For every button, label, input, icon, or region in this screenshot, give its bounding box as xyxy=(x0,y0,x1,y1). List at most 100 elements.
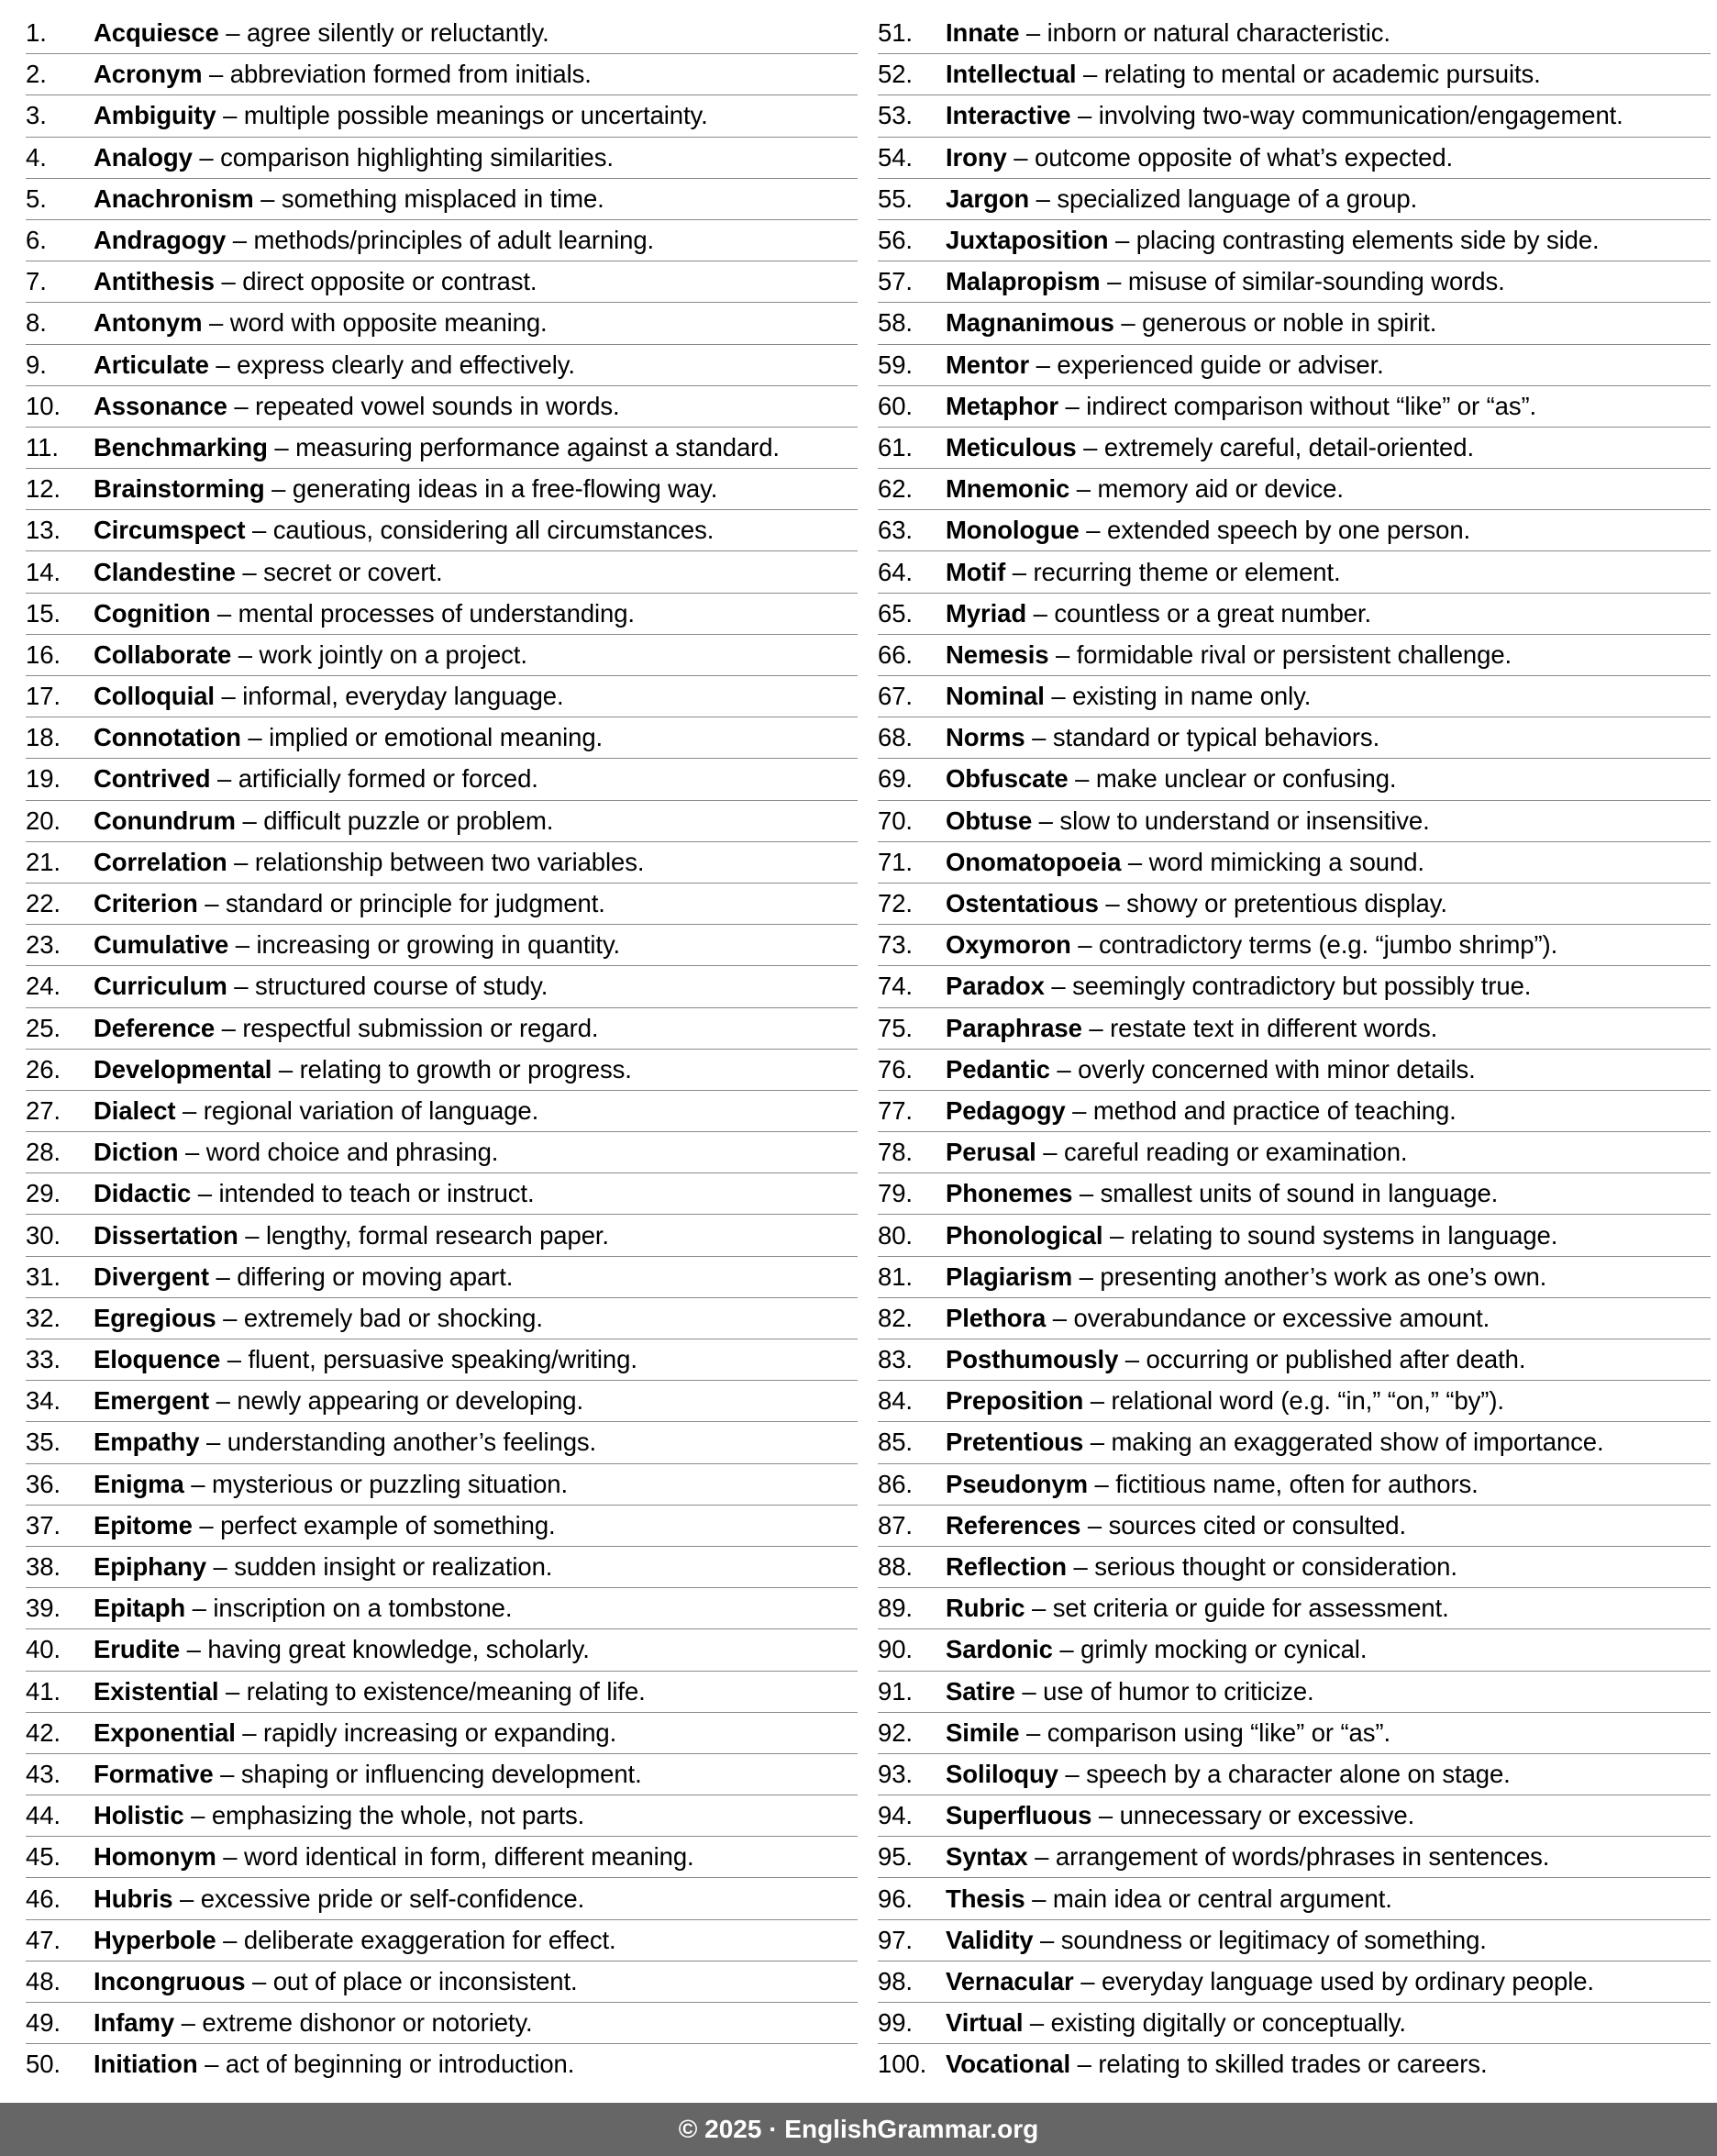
list-item: 3. Ambiguity – multiple possible meanings… xyxy=(26,95,858,138)
list-item: 64. Motif – recurring theme or element. xyxy=(878,551,1711,594)
item-separator: – xyxy=(235,557,264,586)
list-item: 18. Connotation – implied or emotional me… xyxy=(26,717,858,760)
item-separator: – xyxy=(238,1220,267,1250)
item-number: 67. xyxy=(878,682,913,711)
list-item: 46. Hubris – excessive pride or self-conf… xyxy=(26,1878,858,1920)
item-definition: emphasizing the whole, not parts. xyxy=(211,1801,585,1830)
item-term: Brainstorming xyxy=(94,474,265,504)
list-item: 100. Vocational – relating to skilled tra… xyxy=(878,2044,1711,2084)
list-item: 1. Acquiesce – agree silently or reluctan… xyxy=(26,13,858,55)
list-item: 68. Norms – standard or typical behaviors… xyxy=(878,717,1711,760)
item-term: Assonance xyxy=(94,391,227,420)
item-definition: serious thought or consideration. xyxy=(1094,1552,1457,1582)
item-number: 91. xyxy=(878,1676,913,1706)
item-definition: repeated vowel sounds in words. xyxy=(255,391,620,420)
item-term: Oxymoron xyxy=(946,930,1071,960)
item-separator: – xyxy=(1036,1138,1064,1167)
item-term: Exponential xyxy=(94,1717,236,1747)
item-separator: – xyxy=(227,972,255,1001)
item-number: 20. xyxy=(26,806,61,835)
item-number: 68. xyxy=(878,723,913,752)
item-separator: – xyxy=(216,101,244,130)
item-definition: misuse of similar-sounding words. xyxy=(1127,267,1505,296)
item-separator: – xyxy=(1113,308,1143,338)
item-term: Satire xyxy=(946,1676,1015,1706)
item-term: Circumspect xyxy=(94,516,246,545)
item-separator: – xyxy=(1044,972,1073,1001)
list-item: 87. References – sources cited or consult… xyxy=(878,1506,1711,1547)
item-number: 44. xyxy=(26,1801,61,1830)
item-definition: informal, everyday language. xyxy=(242,682,564,711)
list-item: 53. Interactive – involving two-way commu… xyxy=(878,95,1711,138)
item-term: Paradox xyxy=(946,972,1045,1001)
item-term: Obfuscate xyxy=(946,764,1069,794)
item-separator: – xyxy=(218,1676,247,1706)
list-item: 39. Epitaph – inscription on a tombstone. xyxy=(26,1588,858,1630)
item-number: 42. xyxy=(26,1717,61,1747)
list-item: 24. Curriculum – structured course of stu… xyxy=(26,966,858,1008)
item-separator: – xyxy=(1058,391,1087,420)
item-definition: word identical in form, different meanin… xyxy=(244,1842,694,1872)
item-definition: something misplaced in time. xyxy=(281,183,604,213)
item-number: 15. xyxy=(26,598,61,628)
item-number: 50. xyxy=(26,2050,61,2079)
item-term: Curriculum xyxy=(94,972,227,1001)
item-number: 35. xyxy=(26,1428,61,1457)
item-definition: rapidly increasing or expanding. xyxy=(263,1717,617,1747)
item-separator: – xyxy=(1072,1179,1101,1208)
item-definition: cautious, considering all circumstances. xyxy=(272,516,714,545)
list-item: 29. Didactic – intended to teach or instr… xyxy=(26,1173,858,1216)
item-definition: presenting another’s work as one’s own. xyxy=(1100,1261,1547,1291)
item-separator: – xyxy=(226,226,254,255)
item-number: 57. xyxy=(878,267,913,296)
item-definition: showy or pretentious display. xyxy=(1126,889,1447,918)
list-item: 66. Nemesis – formidable rival or persist… xyxy=(878,635,1711,676)
item-number: 87. xyxy=(878,1510,913,1539)
list-item: 98. Vernacular – everyday language used b… xyxy=(878,1962,1711,2003)
item-number: 8. xyxy=(26,308,47,338)
item-term: Incongruous xyxy=(94,1966,246,1995)
list-item: 73. Oxymoron – contradictory terms (e.g. … xyxy=(878,925,1711,967)
item-definition: standard or typical behaviors. xyxy=(1052,723,1380,752)
item-definition: express clearly and effectively. xyxy=(237,350,575,379)
item-separator: – xyxy=(1121,847,1149,876)
item-separator: – xyxy=(192,142,221,172)
item-separator: – xyxy=(1033,1925,1061,1954)
item-number: 30. xyxy=(26,1220,61,1250)
item-definition: existing in name only. xyxy=(1072,682,1312,711)
item-term: Holistic xyxy=(94,1801,184,1830)
item-term: Hubris xyxy=(94,1884,173,1913)
item-definition: extended speech by one person. xyxy=(1107,516,1471,545)
item-definition: lengthy, formal research paper. xyxy=(266,1220,609,1250)
item-term: Meticulous xyxy=(946,432,1077,461)
item-separator: – xyxy=(1006,142,1036,172)
item-separator: – xyxy=(183,1801,212,1830)
item-definition: experienced guide or adviser. xyxy=(1057,350,1384,379)
item-term: Clandestine xyxy=(94,557,236,586)
item-term: Correlation xyxy=(94,847,227,876)
item-definition: work jointly on a project. xyxy=(259,639,527,669)
item-number: 81. xyxy=(878,1261,913,1291)
list-item: 20. Conundrum – difficult puzzle or probl… xyxy=(26,801,858,842)
item-term: Interactive xyxy=(946,101,1071,130)
item-number: 19. xyxy=(26,764,61,794)
item-definition: formidable rival or persistent challenge… xyxy=(1076,639,1512,669)
item-number: 100. xyxy=(878,2050,927,2079)
item-term: Homonym xyxy=(94,1842,216,1872)
list-item: 12. Brainstorming – generating ideas in a… xyxy=(26,469,858,511)
item-separator: – xyxy=(1083,1428,1112,1457)
item-definition: deliberate exaggeration for effect. xyxy=(243,1925,616,1954)
list-item: 86. Pseudonym – fictitious name, often fo… xyxy=(878,1464,1711,1506)
item-definition: differing or moving apart. xyxy=(237,1261,514,1291)
item-separator: – xyxy=(1100,267,1128,296)
item-term: Anachronism xyxy=(94,183,254,213)
list-item: 22. Criterion – standard or principle for… xyxy=(26,884,858,926)
item-definition: comparison highlighting similarities. xyxy=(220,142,614,172)
item-definition: countless or a great number. xyxy=(1054,598,1372,628)
item-separator: – xyxy=(183,1469,213,1498)
item-number: 95. xyxy=(878,1842,913,1872)
item-separator: – xyxy=(267,432,296,461)
item-term: Norms xyxy=(946,723,1025,752)
item-number: 13. xyxy=(26,516,61,545)
item-definition: speech by a character alone on stage. xyxy=(1086,1759,1511,1788)
